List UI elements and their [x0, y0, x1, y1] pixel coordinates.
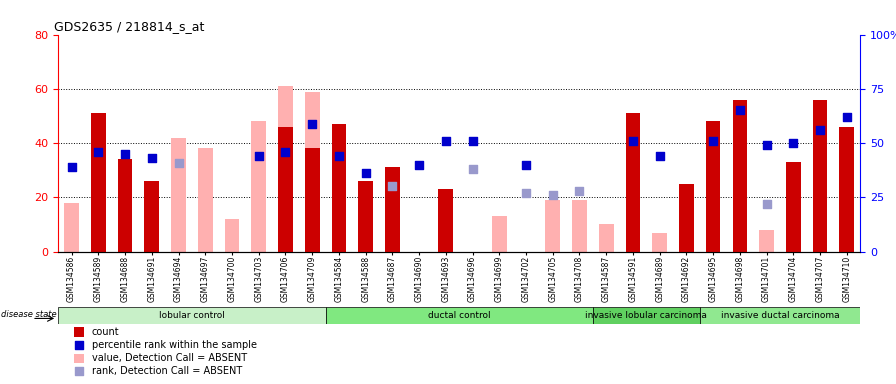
Text: disease state: disease state: [1, 310, 56, 319]
Bar: [573, 200, 587, 252]
Bar: [813, 100, 827, 252]
Bar: [759, 230, 774, 252]
Bar: [117, 159, 133, 252]
Point: [706, 138, 720, 144]
Point: [546, 192, 560, 198]
Text: count: count: [92, 327, 119, 337]
Bar: [198, 149, 212, 252]
Bar: [733, 100, 747, 252]
Point: [573, 188, 587, 194]
Bar: [74, 328, 84, 337]
Bar: [599, 224, 614, 252]
Text: value, Detection Call = ABSENT: value, Detection Call = ABSENT: [92, 353, 247, 363]
Point: [305, 121, 319, 127]
Point: [733, 108, 747, 114]
Text: invasive ductal carcinoma: invasive ductal carcinoma: [720, 311, 840, 320]
Point: [252, 153, 266, 159]
Bar: [786, 162, 801, 252]
Point: [786, 140, 800, 146]
Point: [385, 184, 400, 190]
Point: [519, 190, 533, 196]
Point: [412, 162, 426, 168]
Bar: [144, 181, 159, 252]
Bar: [358, 181, 373, 252]
Point: [465, 138, 479, 144]
Point: [465, 166, 479, 172]
Point: [118, 151, 133, 157]
Bar: [278, 127, 293, 252]
Point: [439, 138, 453, 144]
Point: [91, 149, 106, 155]
Point: [171, 159, 185, 166]
Bar: [74, 354, 84, 363]
Point: [760, 201, 774, 207]
Bar: [252, 121, 266, 252]
Bar: [492, 216, 506, 252]
Bar: [706, 121, 720, 252]
Point: [279, 149, 293, 155]
Bar: [385, 167, 400, 252]
Point: [358, 170, 373, 177]
Bar: [325, 307, 593, 324]
Bar: [706, 121, 720, 252]
Bar: [679, 184, 694, 252]
Bar: [593, 307, 700, 324]
Text: rank, Detection Call = ABSENT: rank, Detection Call = ABSENT: [92, 366, 242, 376]
Text: ductal control: ductal control: [428, 311, 490, 320]
Bar: [225, 219, 239, 252]
Bar: [700, 307, 860, 324]
Point: [72, 342, 86, 348]
Bar: [840, 127, 854, 252]
Bar: [58, 307, 325, 324]
Point: [332, 153, 346, 159]
Point: [519, 162, 533, 168]
Point: [840, 114, 854, 120]
Point: [813, 127, 827, 133]
Text: GDS2635 / 218814_s_at: GDS2635 / 218814_s_at: [55, 20, 204, 33]
Bar: [278, 86, 293, 252]
Bar: [438, 224, 453, 252]
Bar: [65, 203, 79, 252]
Bar: [546, 200, 560, 252]
Point: [760, 142, 774, 148]
Bar: [91, 113, 106, 252]
Point: [652, 153, 667, 159]
Text: percentile rank within the sample: percentile rank within the sample: [92, 340, 257, 350]
Bar: [305, 149, 320, 252]
Point: [625, 138, 640, 144]
Bar: [171, 137, 185, 252]
Text: lobular control: lobular control: [159, 311, 225, 320]
Bar: [332, 124, 346, 252]
Point: [144, 155, 159, 161]
Text: invasive lobular carcinoma: invasive lobular carcinoma: [585, 311, 707, 320]
Bar: [438, 189, 453, 252]
Point: [72, 368, 86, 374]
Bar: [652, 233, 667, 252]
Bar: [625, 113, 641, 252]
Point: [65, 164, 79, 170]
Bar: [305, 91, 320, 252]
